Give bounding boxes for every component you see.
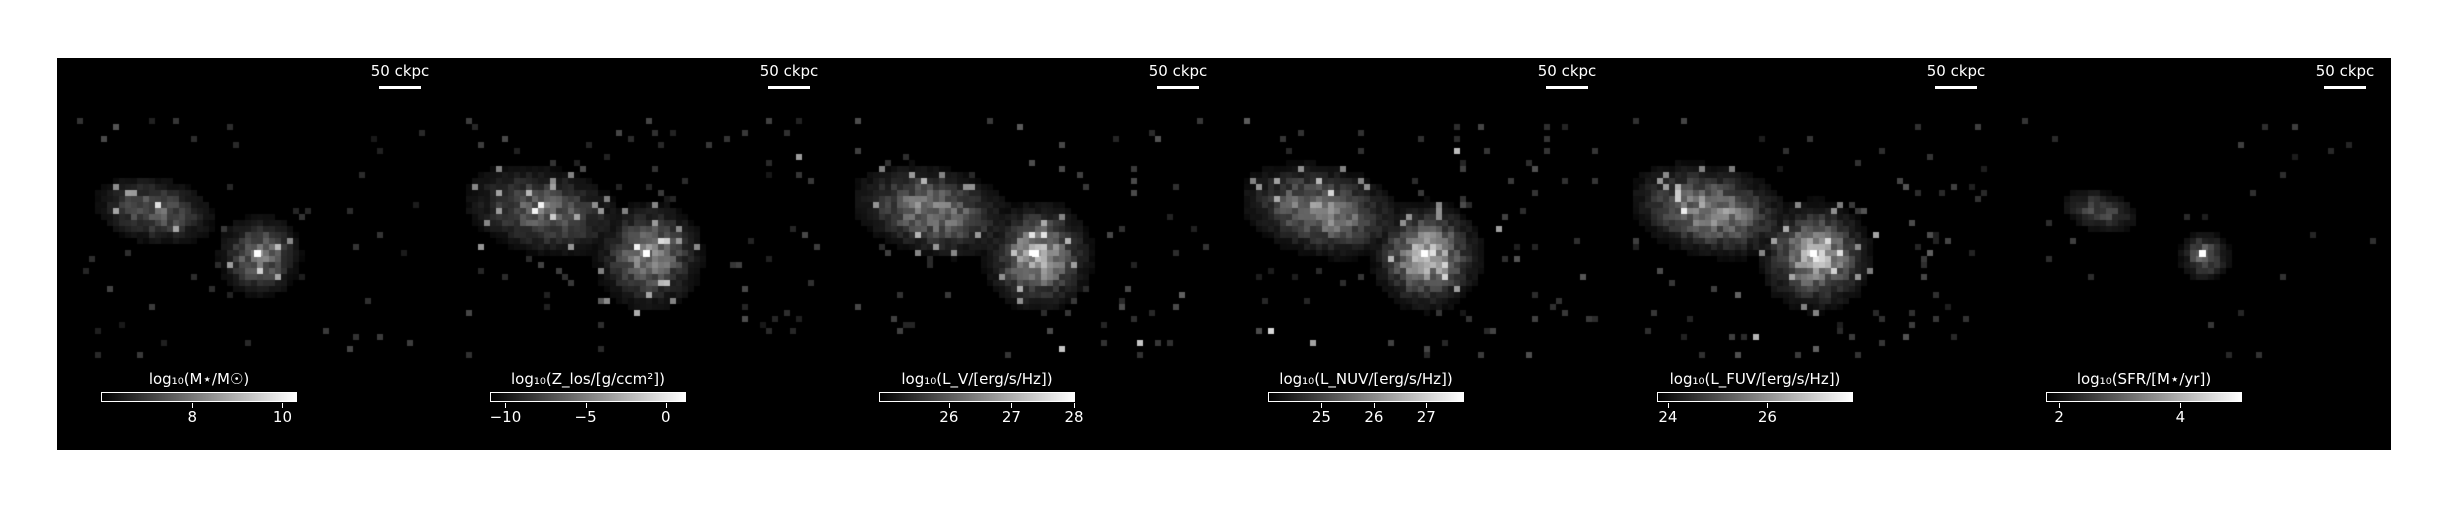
- colorbar-tick-label: 25: [1311, 408, 1331, 426]
- scale-bar-line: [1546, 86, 1588, 89]
- colorbar-gradient: 25 26 27: [1268, 392, 1464, 425]
- colorbar-tick-label: 8: [187, 408, 197, 426]
- colorbar-tick: [948, 403, 950, 408]
- colorbar-luminosity-v: log₁₀(L_V/[erg/s/Hz]) 26 27 28: [879, 370, 1084, 425]
- colorbar-label: log₁₀(L_NUV/[erg/s/Hz]): [1279, 370, 1453, 388]
- scale-bar: 50 ckpc: [759, 62, 819, 89]
- scale-bar-label: 50 ckpc: [759, 62, 819, 80]
- scale-bar-line: [1935, 86, 1977, 89]
- colorbar-gradient: 26 27 28: [879, 392, 1084, 425]
- colorbar-gradient: 24 26: [1657, 392, 1853, 425]
- colorbar-tick-label: 24: [1658, 408, 1678, 426]
- colorbar-tick-label: 26: [1364, 408, 1384, 426]
- scale-bar: 50 ckpc: [1926, 62, 1986, 89]
- colorbar-metallicity: log₁₀(Z_los/[g/ccm²]) −10 −5 0: [490, 370, 686, 425]
- map-panel-luminosity-fuv: 50 ckpc log₁₀(L_FUV/[erg/s/Hz]) 24 26: [1613, 58, 2002, 450]
- map-panel-stellar-mass: 50 ckpc log₁₀(M⋆/M☉) 8 10: [57, 58, 446, 450]
- colorbar-tick: [1373, 403, 1375, 408]
- colorbar-tick: [1074, 403, 1075, 408]
- colorbar-tick: [2180, 403, 2182, 408]
- colorbar-tick-label: 10: [272, 408, 292, 426]
- colorbar-tick-label: 26: [1757, 408, 1777, 426]
- colorbar-stellar-mass: log₁₀(M⋆/M☉) 8 10: [101, 370, 297, 425]
- colorbar-tick: [1321, 403, 1323, 408]
- scale-bar: 50 ckpc: [1148, 62, 1208, 89]
- scale-bar-label: 50 ckpc: [2315, 62, 2375, 80]
- colorbar-tick: [585, 403, 587, 408]
- colorbar-luminosity-nuv: log₁₀(L_NUV/[erg/s/Hz]) 25 26 27: [1268, 370, 1464, 425]
- colorbar-tick-label: 27: [1416, 408, 1436, 426]
- galaxy-map-figure: 50 ckpc log₁₀(M⋆/M☉) 8 10 50 ckpc log₁₀(Z_los…: [57, 58, 2391, 450]
- pixel-map-metallicity: [446, 58, 835, 450]
- colorbar-tick-label: −5: [574, 408, 597, 426]
- colorbar-label: log₁₀(L_FUV/[erg/s/Hz]): [1669, 370, 1841, 388]
- colorbar-gradient: 8 10: [101, 392, 297, 425]
- map-panel-luminosity-nuv: 50 ckpc log₁₀(L_NUV/[erg/s/Hz]) 25 26 27: [1224, 58, 1613, 450]
- colorbar-tick: [1426, 403, 1428, 408]
- colorbar-tick: [1767, 403, 1769, 408]
- scale-bar-label: 50 ckpc: [1926, 62, 1986, 80]
- pixel-map-luminosity-nuv: [1224, 58, 1613, 450]
- colorbar-tick-label: 4: [2175, 408, 2186, 426]
- colorbar-tick: [505, 403, 507, 408]
- colorbar-tick-label: 2: [2054, 408, 2064, 426]
- colorbar-tick: [665, 403, 667, 408]
- scale-bar-label: 50 ckpc: [370, 62, 430, 80]
- colorbar-gradient: −10 −5 0: [490, 392, 686, 425]
- colorbar-sfr: log₁₀(SFR/[M⋆/yr]) 2 4: [2046, 370, 2242, 425]
- colorbar-tick-label: 27: [1001, 408, 1021, 426]
- scale-bar: 50 ckpc: [370, 62, 430, 89]
- colorbar-tick: [2059, 403, 2061, 408]
- colorbar-label: log₁₀(L_V/[erg/s/Hz]): [901, 370, 1053, 388]
- pixel-map-luminosity-v: [835, 58, 1224, 450]
- scale-bar-label: 50 ckpc: [1148, 62, 1208, 80]
- colorbar-luminosity-fuv: log₁₀(L_FUV/[erg/s/Hz]) 24 26: [1657, 370, 1853, 425]
- scale-bar-line: [2324, 86, 2366, 89]
- map-panel-luminosity-v: 50 ckpc log₁₀(L_V/[erg/s/Hz]) 26 27 28: [835, 58, 1224, 450]
- scale-bar-line: [1157, 86, 1199, 89]
- colorbar-tick: [1011, 403, 1013, 408]
- colorbar-tick-label: 26: [939, 408, 959, 426]
- colorbar-tick: [1667, 403, 1669, 408]
- colorbar-tick-label: −10: [489, 408, 522, 426]
- map-panel-metallicity: 50 ckpc log₁₀(Z_los/[g/ccm²]) −10 −5 0: [446, 58, 835, 450]
- pixel-map-stellar-mass: [57, 58, 446, 450]
- map-panel-sfr: 50 ckpc log₁₀(SFR/[M⋆/yr]) 2 4: [2002, 58, 2391, 450]
- pixel-map-sfr: [2002, 58, 2391, 450]
- pixel-map-luminosity-fuv: [1613, 58, 2002, 450]
- colorbar-tick: [282, 403, 284, 408]
- scale-bar-line: [379, 86, 421, 89]
- scale-bar-line: [768, 86, 810, 89]
- colorbar-label: log₁₀(Z_los/[g/ccm²]): [511, 370, 665, 388]
- scale-bar-label: 50 ckpc: [1537, 62, 1597, 80]
- colorbar-label: log₁₀(M⋆/M☉): [148, 370, 250, 388]
- colorbar-tick-label: 0: [660, 408, 671, 426]
- scale-bar: 50 ckpc: [1537, 62, 1597, 89]
- colorbar-tick-label: 28: [1064, 408, 1084, 426]
- colorbar-label: log₁₀(SFR/[M⋆/yr]): [2076, 370, 2212, 388]
- scale-bar: 50 ckpc: [2315, 62, 2375, 89]
- colorbar-tick: [192, 403, 194, 408]
